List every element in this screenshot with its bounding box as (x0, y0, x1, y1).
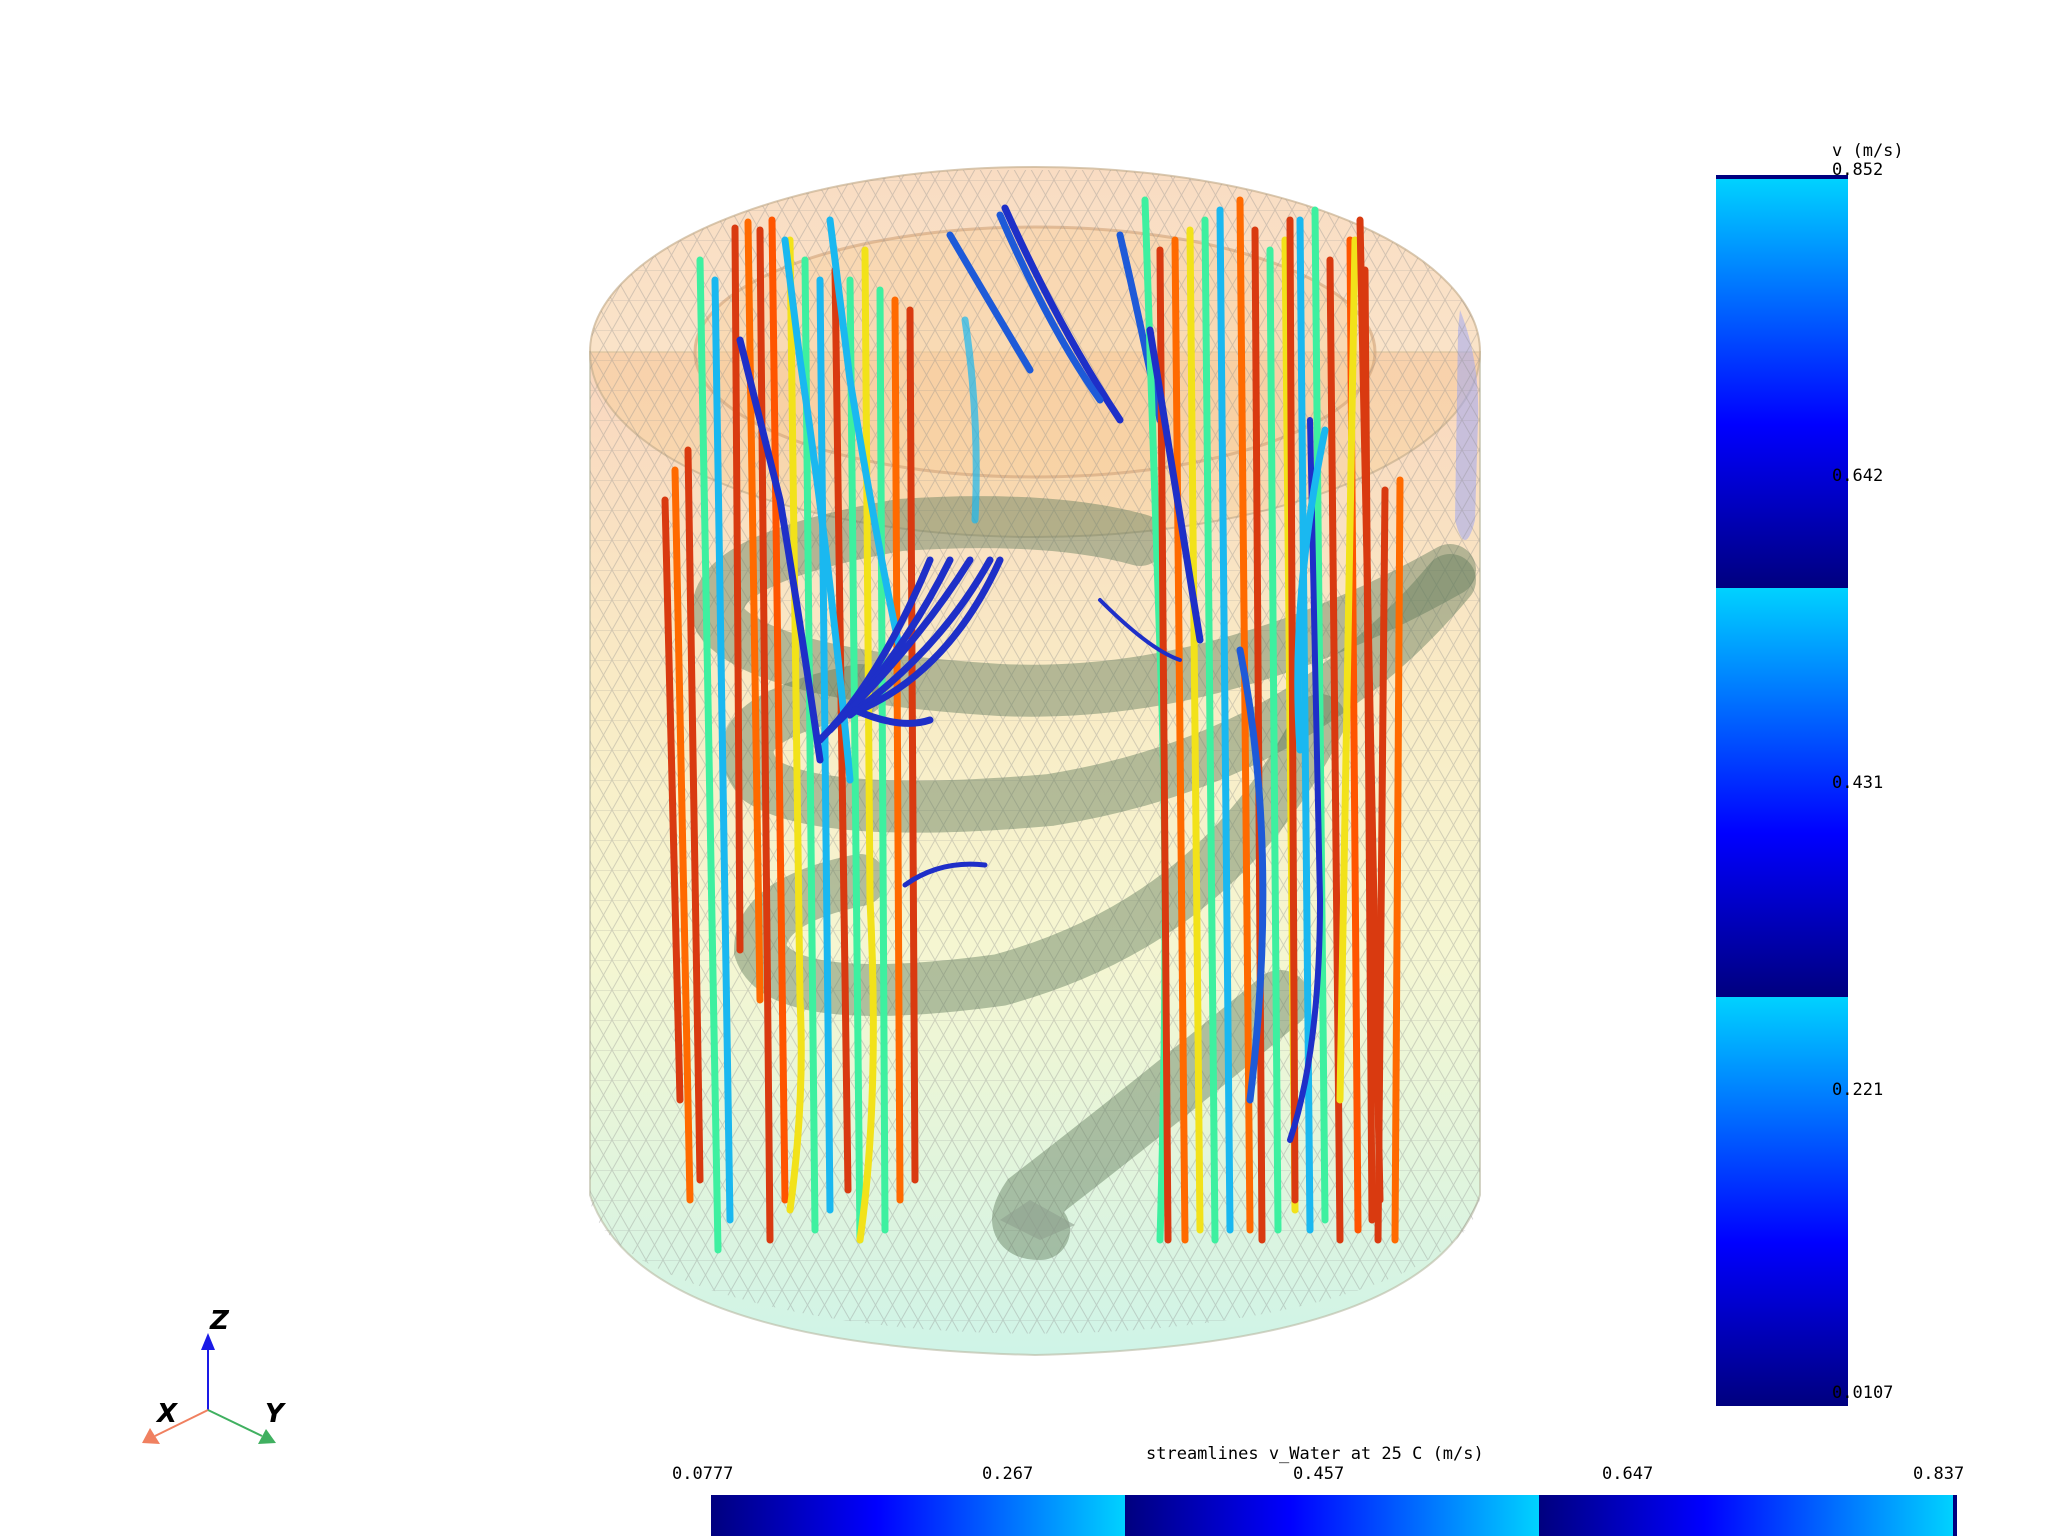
vertical-colorbar-tick: 0.642 (1832, 466, 1884, 486)
streamlines (661, 196, 1404, 1254)
vertical-colorbar-title: v (m/s) (1832, 141, 1904, 161)
horizontal-colorbar-tick: 0.837 (1913, 1464, 1965, 1484)
z-axis-label: Z (210, 1306, 229, 1336)
y-axis-label: Y (265, 1399, 284, 1429)
horizontal-colorbar-tick: 0.457 (1293, 1464, 1345, 1484)
vertical-colorbar-tick: 0.852 (1832, 160, 1884, 180)
horizontal-colorbar-tick: 0.647 (1602, 1464, 1654, 1484)
vertical-colorbar-tick: 0.0107 (1832, 1383, 1894, 1403)
vertical-colorbar-tick: 0.221 (1832, 1080, 1884, 1100)
horizontal-colorbar (711, 1495, 1957, 1536)
vertical-colorbar-tick: 0.431 (1832, 773, 1884, 793)
horizontal-colorbar-tick: 0.0777 (672, 1464, 734, 1484)
z-axis-arrow (201, 1333, 215, 1350)
x-axis-line (154, 1409, 209, 1437)
vertical-colorbar (1716, 175, 1848, 1406)
horizontal-colorbar-tick: 0.267 (982, 1464, 1034, 1484)
x-axis-arrow (142, 1428, 160, 1444)
y-axis-arrow (258, 1429, 276, 1444)
axes-triad[interactable] (142, 1333, 276, 1444)
y-axis-line (207, 1409, 263, 1437)
horizontal-colorbar-title: streamlines v_Water at 25 C (m/s) (1146, 1444, 1484, 1464)
x-axis-label: X (157, 1399, 178, 1429)
